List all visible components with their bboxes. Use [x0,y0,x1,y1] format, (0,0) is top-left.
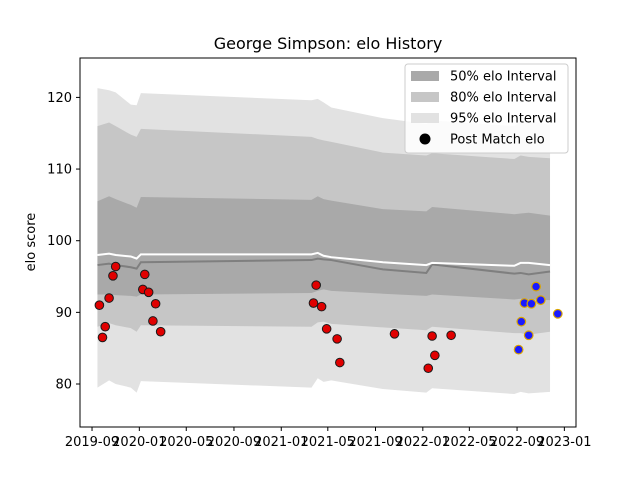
post-match-point [513,344,524,355]
y-tick-label: 90 [55,306,72,321]
post-match-point [110,261,121,272]
chart-title: George Simpson: elo History [214,34,443,53]
post-match-point [155,326,166,337]
x-tick-label: 2020-05 [159,435,213,450]
legend: 50% elo Interval 80% elo Interval 95% elo … [404,63,569,154]
x-tick-label: 2022-05 [442,435,496,450]
post-match-point [535,295,546,306]
legend-label: 50% elo Interval [450,70,557,85]
post-match-point [430,350,440,361]
x-tick-label: 2022-09 [490,435,544,450]
interval-bands [97,88,551,395]
legend-swatch [411,71,439,81]
post-match-point [308,298,319,308]
x-tick-label: 2023-01 [537,435,591,450]
legend-swatch [411,92,439,102]
x-tick-label: 2022-01 [396,435,450,450]
legend-marker [419,133,431,145]
x-tick-label: 2021-09 [348,435,402,450]
post-match-point [526,298,537,309]
x-tick-label: 2020-09 [207,435,261,450]
post-match-point [316,301,327,312]
post-match-point [311,280,321,290]
median-line [97,257,551,276]
y-tick-label: 120 [47,91,72,106]
post-match-point [332,334,342,344]
band-50 [97,196,551,301]
y-axis-label: elo score [24,213,39,272]
post-match-point [423,363,434,374]
y-tick-label: 110 [47,163,72,178]
post-match-point [552,308,563,319]
post-match-point [335,357,345,368]
y-axis: 80 90 100 110 120 [47,91,80,393]
elo-lines [97,251,551,276]
post-match-point [94,300,105,310]
post-match-point [389,329,400,339]
mean-line [97,251,551,267]
x-tick-label: 2020-01 [112,435,166,450]
post-match-point [108,271,118,281]
post-match-point [531,281,541,292]
post-match-point [139,269,150,280]
x-tick-label: 2021-01 [254,435,308,450]
post-match-point [143,287,154,298]
post-match-point [516,316,527,327]
post-match-point [446,330,456,341]
legend-label: Post Match elo [450,133,545,148]
post-match-point [321,324,332,334]
post-match-point [150,298,161,309]
post-match-point [523,330,534,341]
legend-label: 80% elo Interval [450,91,557,106]
legend-swatch [411,113,439,123]
y-tick-label: 80 [55,378,72,393]
post-match-point [427,331,437,341]
legend-box [404,63,569,154]
post-match-point [97,332,108,343]
x-tick-label: 2021-05 [301,435,355,450]
x-tick-label: 2019-09 [65,435,119,450]
post-match-points [94,261,563,374]
post-match-point [148,316,158,326]
post-match-point [104,293,114,303]
post-match-point [100,321,111,332]
x-axis: 2019-092020-012020-052020-092021-012021-… [65,427,592,450]
legend-label: 95% elo Interval [450,112,557,127]
y-tick-label: 100 [47,234,72,249]
